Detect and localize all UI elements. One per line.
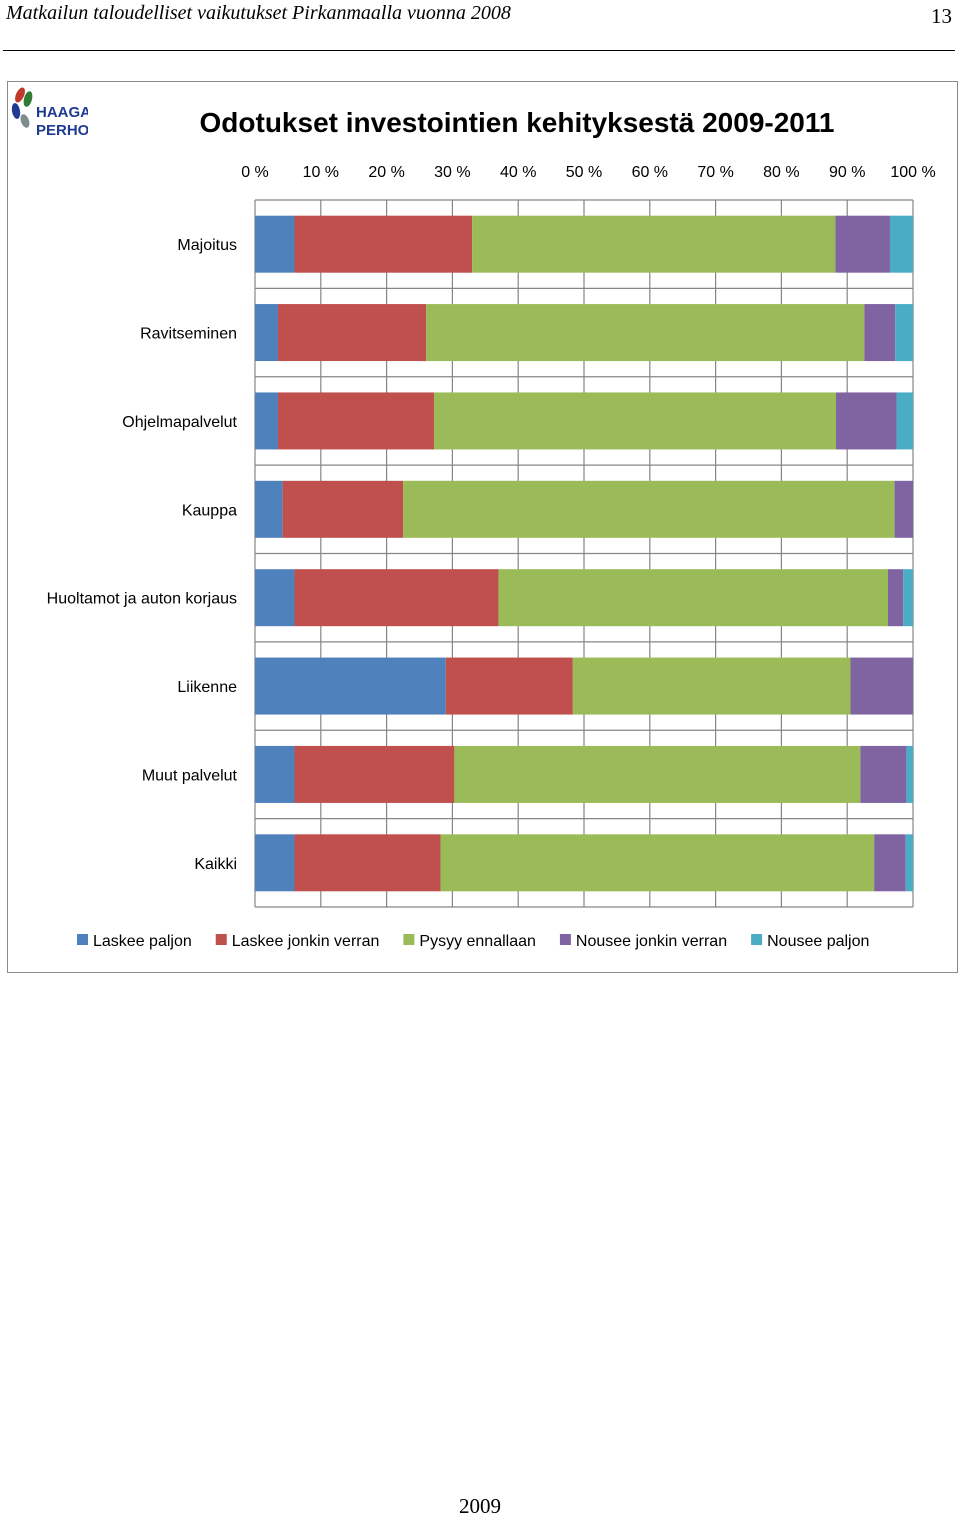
bar-segment — [874, 834, 906, 892]
x-tick-label: 40 % — [500, 164, 536, 181]
category-label: Kauppa — [182, 502, 237, 519]
bar-segment — [896, 392, 913, 450]
category-label: Ohjelmapalvelut — [122, 414, 237, 431]
bar-segment — [860, 745, 907, 803]
bar-segment — [255, 215, 295, 273]
bar-segment — [426, 304, 865, 362]
legend-swatch — [559, 934, 571, 945]
bar-segment — [294, 834, 441, 892]
bar-segment — [454, 745, 861, 803]
category-label: Muut palvelut — [142, 767, 238, 784]
category-label: Ravitseminen — [140, 326, 237, 343]
bar-segment — [445, 657, 573, 715]
bar-segment — [255, 657, 446, 715]
category-label: Majoitus — [177, 237, 237, 254]
bar-segment — [835, 215, 890, 273]
bar-segment — [572, 657, 851, 715]
bar-segment — [255, 834, 295, 892]
legend-label: Nousee paljon — [767, 933, 869, 950]
logo-leaf-green — [23, 91, 33, 107]
bar-segment — [255, 745, 295, 803]
x-tick-label: 10 % — [303, 164, 339, 181]
legend: Laskee paljon Laskee jonkin verran Pysyy e… — [77, 933, 869, 950]
header-title: Matkailun taloudelliset vaikutukset Pirk… — [6, 2, 511, 24]
x-tick-label: 50 % — [566, 164, 602, 181]
page-header: Matkailun taloudelliset vaikutukset Pirk… — [0, 0, 960, 52]
bar-segment — [440, 834, 875, 892]
logo-leaf-grey — [20, 114, 30, 128]
header-divider — [3, 50, 955, 51]
bar-segment — [282, 480, 404, 538]
bar-segment — [836, 392, 897, 450]
stacked-bar-chart: Odotukset investointien kehityksestä 200… — [47, 107, 936, 950]
logo-text-line2: PERHO — [36, 122, 88, 139]
x-tick-label: 20 % — [368, 164, 404, 181]
bar-segment — [294, 215, 473, 273]
bar-segment — [864, 304, 896, 362]
x-axis-tick-labels: 0 % 10 % 20 % 30 % 40 % 50 % 60 % 70 % 80 % 90 % 1… — [241, 164, 935, 181]
haaga-perho-logo: HAAGA PERHO — [11, 87, 88, 139]
bar-segment — [255, 480, 283, 538]
bar-segment — [903, 569, 913, 627]
logo-leaf-red — [15, 87, 25, 103]
bars — [255, 215, 913, 892]
bar-segment — [255, 392, 279, 450]
logo-text-line1: HAAGA — [36, 104, 88, 121]
logo-leaf-blue — [11, 103, 21, 119]
category-label: Liikenne — [177, 679, 237, 696]
bar-segment — [255, 304, 279, 362]
bar-segment — [906, 745, 913, 803]
legend-swatch — [77, 934, 88, 945]
x-tick-label: 90 % — [829, 164, 865, 181]
legend-swatch — [403, 934, 415, 945]
bar-segment — [403, 480, 895, 538]
category-label: Kaikki — [194, 856, 237, 873]
legend-swatch — [215, 934, 227, 945]
bar-segment — [294, 745, 455, 803]
bar-segment — [255, 569, 295, 627]
legend-label: Nousee jonkin verran — [576, 933, 727, 950]
x-tick-label: 70 % — [697, 164, 733, 181]
legend-swatch — [751, 934, 763, 945]
bar-segment — [433, 392, 837, 450]
legend-label: Pysyy ennallaan — [419, 933, 536, 950]
x-tick-label: 60 % — [632, 164, 668, 181]
category-labels: Majoitus Ravitseminen Ohjelmapalvelut Kaupp… — [47, 237, 238, 873]
bar-segment — [850, 657, 913, 715]
x-tick-label: 30 % — [434, 164, 470, 181]
bar-segment — [895, 304, 913, 362]
x-tick-label: 100 % — [890, 164, 935, 181]
category-label: Huoltamot ja auton korjaus — [47, 591, 237, 608]
bar-segment — [278, 392, 434, 450]
x-tick-label: 0 % — [241, 164, 269, 181]
bar-segment — [498, 569, 888, 627]
legend-label: Laskee jonkin verran — [232, 933, 380, 950]
bar-segment — [278, 304, 427, 362]
bar-segment — [905, 834, 913, 892]
x-tick-label: 80 % — [763, 164, 799, 181]
bar-segment — [887, 569, 904, 627]
page-footer-year: 2009 — [459, 1494, 501, 1518]
bar-segment — [894, 480, 913, 538]
bar-segment — [889, 215, 913, 273]
chart-title: Odotukset investointien kehityksestä 200… — [200, 107, 835, 138]
page-number: 13 — [931, 4, 952, 28]
bar-segment — [472, 215, 836, 273]
bar-segment — [294, 569, 499, 627]
legend-label: Laskee paljon — [93, 933, 192, 950]
